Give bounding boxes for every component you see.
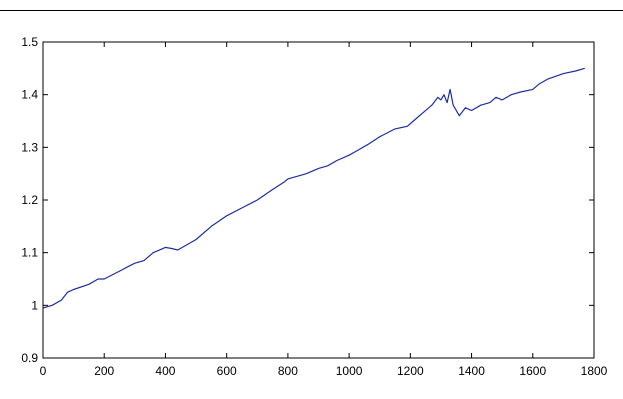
ticks-layer [42,41,595,359]
y-tick-label: 1.5 [21,35,38,49]
x-tick-label: 1000 [336,364,363,378]
series-layer [42,67,585,309]
x-tick-label: 600 [217,364,237,378]
y-tick-label: 1.1 [21,246,38,260]
x-tick-label: 400 [155,364,175,378]
y-tick-label: 1.3 [21,140,38,154]
plot-frame [42,41,595,359]
series-line [42,67,585,309]
x-tick-label: 1600 [519,364,546,378]
y-tick-label: 0.9 [21,351,38,365]
x-tick-label: 0 [40,364,47,378]
x-tick-label: 200 [94,364,114,378]
y-tick-label: 1.2 [21,193,38,207]
y-tick-label: 1 [31,298,38,312]
x-tick-label: 1800 [581,364,608,378]
x-tick-label: 1400 [458,364,485,378]
top-rule [0,10,623,11]
y-tick-label: 1.4 [21,88,38,102]
tick-labels-layer: 0 200 400 600 800 1000 1200 1400 1600 1800 0.9 1 1.1… [21,35,607,378]
x-tick-label: 800 [278,364,298,378]
x-tick-label: 1200 [397,364,424,378]
